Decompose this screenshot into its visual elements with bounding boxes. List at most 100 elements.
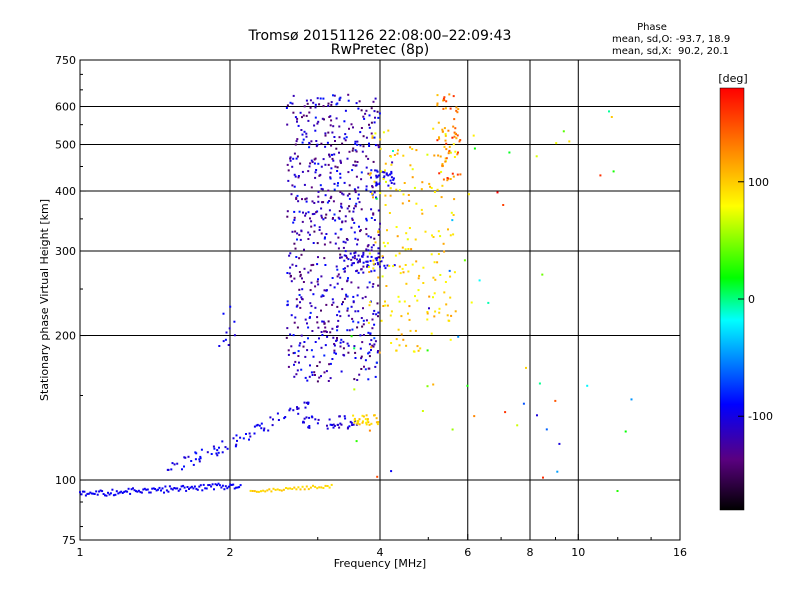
data-point — [392, 150, 394, 152]
data-point — [339, 256, 341, 259]
data-point — [371, 318, 374, 321]
data-point — [382, 256, 384, 259]
data-point — [362, 135, 365, 138]
data-point — [351, 217, 354, 220]
data-point — [140, 491, 143, 494]
data-point — [292, 94, 295, 97]
data-point — [436, 139, 439, 142]
data-point — [343, 259, 346, 262]
data-point — [351, 424, 354, 426]
data-point — [409, 146, 412, 149]
data-point — [351, 149, 354, 152]
data-point — [309, 99, 312, 102]
data-point — [242, 437, 245, 440]
data-point — [290, 193, 293, 196]
data-point — [280, 489, 283, 492]
data-point — [354, 310, 357, 313]
data-point — [226, 487, 229, 490]
data-point — [309, 302, 312, 305]
data-point — [331, 153, 333, 156]
data-point — [305, 212, 307, 215]
data-point — [373, 237, 376, 240]
data-point — [446, 177, 449, 179]
data-point — [181, 468, 183, 471]
data-point — [358, 418, 361, 421]
data-point — [441, 128, 444, 131]
data-point — [370, 249, 373, 252]
data-point — [389, 314, 392, 317]
data-point — [339, 160, 342, 163]
data-point — [362, 253, 365, 256]
data-point — [438, 311, 441, 314]
data-point — [331, 277, 334, 279]
data-point — [333, 343, 336, 345]
data-point — [466, 384, 469, 387]
data-point — [272, 487, 275, 490]
data-point — [368, 126, 371, 129]
data-point — [370, 270, 373, 273]
data-point — [298, 294, 301, 296]
data-point — [324, 145, 327, 148]
data-point — [379, 147, 382, 150]
data-point — [451, 172, 454, 175]
data-point — [342, 347, 345, 350]
data-point — [421, 410, 424, 412]
data-point — [289, 266, 292, 269]
data-point — [92, 492, 95, 495]
data-point — [327, 189, 330, 192]
data-point — [366, 264, 369, 267]
data-point — [322, 487, 325, 489]
data-point — [420, 188, 423, 191]
data-point — [374, 97, 377, 100]
data-point — [99, 489, 102, 492]
data-point — [331, 327, 334, 330]
data-point — [298, 344, 301, 347]
data-point — [404, 248, 407, 251]
data-point — [198, 460, 201, 463]
data-point — [322, 218, 325, 221]
data-point — [373, 180, 376, 183]
data-point — [324, 194, 327, 197]
data-point — [376, 475, 379, 478]
data-point — [155, 489, 158, 492]
data-point — [379, 192, 382, 195]
data-point — [355, 175, 358, 178]
data-point — [354, 160, 357, 163]
data-point — [378, 351, 381, 354]
data-point — [447, 228, 449, 231]
data-point — [339, 228, 342, 231]
data-point — [342, 246, 345, 249]
data-point — [379, 138, 382, 141]
data-point — [227, 485, 230, 488]
data-point — [299, 273, 302, 276]
x-tick-label: 16 — [673, 546, 687, 559]
data-point — [346, 194, 349, 197]
data-point — [385, 180, 387, 183]
colorbar-tick-label: -100 — [748, 410, 773, 423]
data-point — [323, 371, 326, 374]
data-point — [343, 297, 346, 300]
data-point — [301, 288, 304, 291]
data-point — [336, 325, 338, 328]
data-point — [353, 231, 356, 234]
data-point — [189, 486, 192, 489]
data-point — [346, 427, 349, 430]
data-point — [398, 300, 401, 303]
data-point — [338, 151, 340, 154]
data-point — [376, 110, 379, 113]
data-point — [207, 484, 210, 487]
data-point — [232, 483, 235, 486]
data-point — [448, 145, 451, 148]
data-point — [295, 196, 298, 199]
data-point — [111, 488, 114, 491]
data-point — [268, 488, 271, 491]
data-point — [145, 488, 148, 491]
data-point — [337, 236, 340, 239]
data-point — [429, 185, 432, 188]
data-point — [350, 264, 353, 267]
data-point — [445, 148, 448, 151]
data-point — [364, 418, 367, 421]
data-point — [348, 127, 350, 130]
data-point — [377, 263, 380, 266]
data-point — [291, 230, 294, 233]
